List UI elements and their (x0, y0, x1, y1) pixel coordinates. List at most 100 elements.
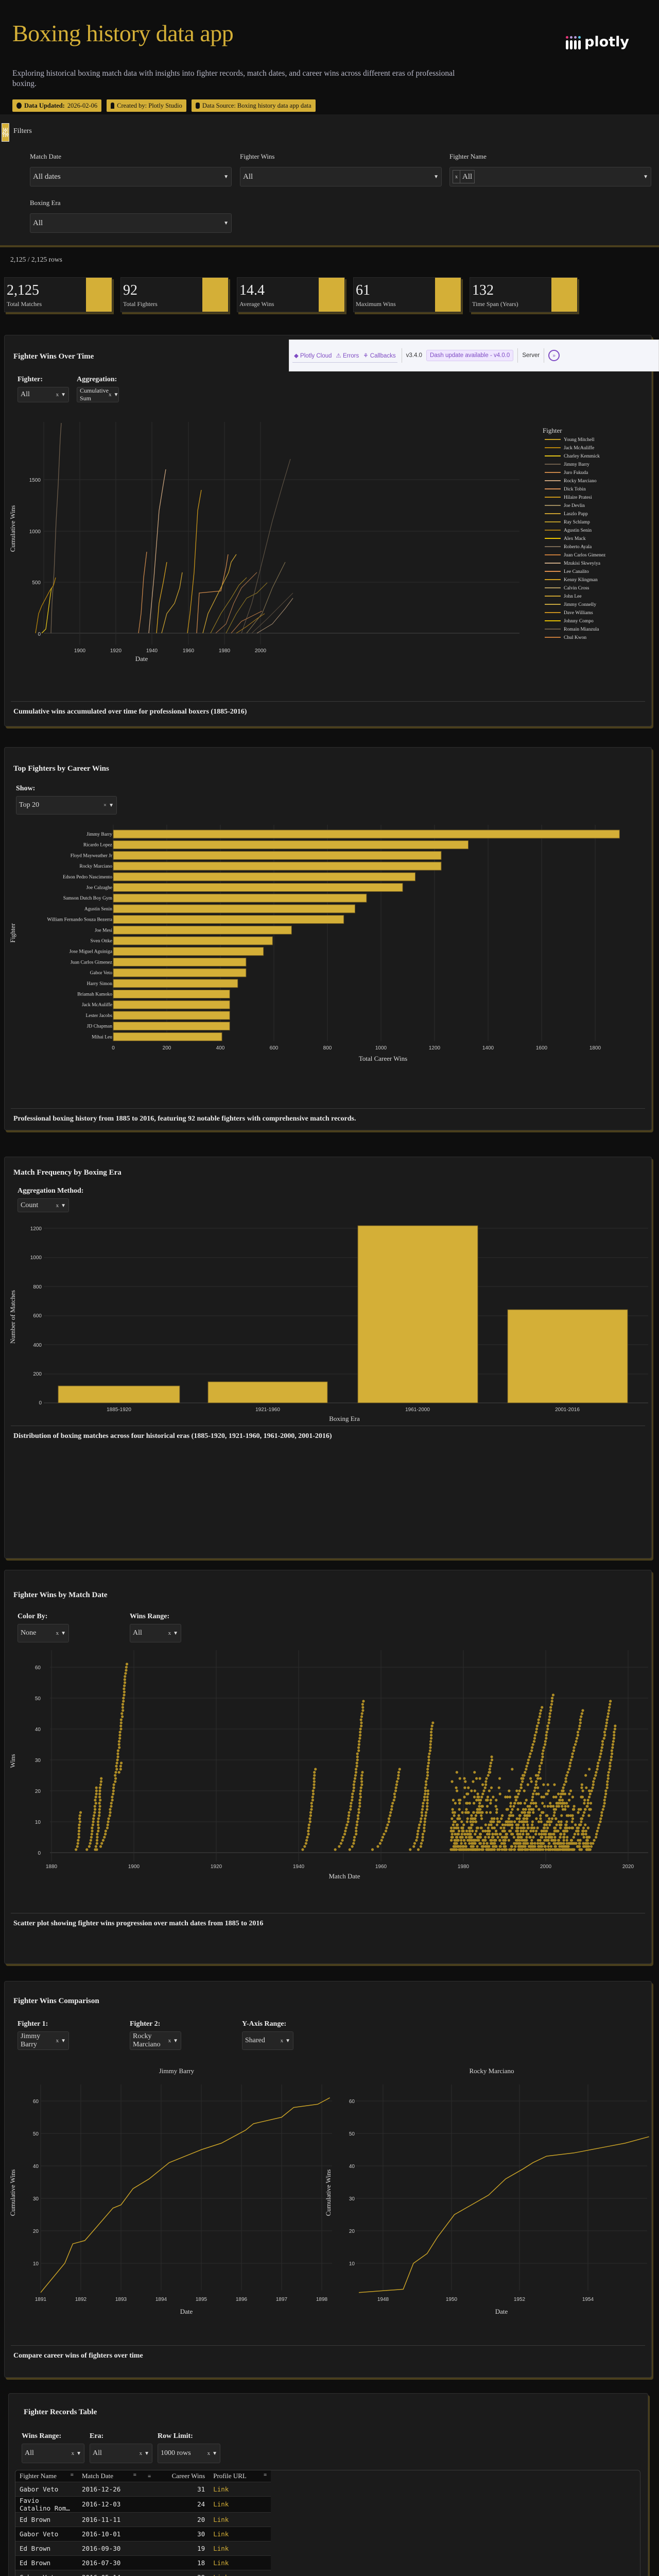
table-row[interactable]: Gabor Veto 2016-10-01 30 Link (15, 2526, 271, 2541)
table-row[interactable]: Ed Brown 2016-09-30 19 Link (15, 2540, 271, 2555)
svg-text:2020: 2020 (622, 1864, 634, 1870)
bar[interactable] (113, 979, 238, 988)
row-limit-select[interactable]: 1000 rows x ▼ (158, 2444, 220, 2463)
clear-icon[interactable]: x (168, 2038, 171, 2044)
cell-fighter-name: Gabor Veto (15, 2481, 78, 2496)
svg-text:Rocky Marciano: Rocky Marciano (79, 864, 112, 869)
profile-link[interactable]: Link (209, 2512, 271, 2527)
plotly-cloud-button[interactable]: ◆ Plotly Cloud (294, 352, 332, 359)
col-fighter-name[interactable]: Fighter Name ≡ (15, 2470, 78, 2482)
clear-icon[interactable]: x (71, 2450, 75, 2456)
clear-icon[interactable]: x (168, 1630, 171, 1636)
records-era-select[interactable]: All x ▼ (90, 2444, 152, 2463)
era-frequency-chart[interactable]: 0 200 400 600 800 1000 1200 1885-1920 1921-1960… (5, 1214, 652, 1507)
bar[interactable] (113, 1000, 230, 1009)
filter-icon[interactable]: ≡ (133, 2471, 136, 2478)
callbacks-button[interactable]: ⚘ Callbacks (363, 352, 396, 359)
col-career-wins[interactable]: Career Wins (155, 2470, 210, 2482)
aggregation-control: Aggregation: Cumulative Sum x ▼ (77, 376, 119, 402)
bar[interactable] (113, 925, 292, 935)
table-row[interactable]: Favio Catalino Rom… 2016-12-03 24 Link (15, 2496, 271, 2512)
svg-text:500: 500 (32, 580, 41, 586)
y-axis-range-select[interactable]: Shared x ▼ (242, 2031, 293, 2050)
bar[interactable] (113, 915, 344, 924)
profile-link[interactable]: Link (209, 2540, 271, 2555)
filter-icon[interactable]: ≡ (148, 2473, 151, 2480)
clear-icon[interactable]: x (56, 1630, 59, 1636)
remove-chip-button[interactable]: x (453, 171, 460, 183)
scatter-chart[interactable]: 0 10 20 30 40 50 60 1880 1900 1920 1940 1960 1980 20… (5, 1640, 652, 1908)
profile-link[interactable]: Link (209, 2496, 271, 2512)
bar[interactable] (113, 1011, 230, 1020)
profile-link[interactable]: Link (209, 2569, 271, 2576)
bar[interactable] (113, 957, 247, 967)
chart-legend[interactable]: Fighter Young Mitchell Jack McAuliffe Ch… (543, 427, 605, 640)
bar[interactable] (113, 947, 264, 956)
match-date-select[interactable]: All dates ▼ (30, 167, 232, 187)
fighter-1-select[interactable]: Jimmy Barry x ▼ (18, 2031, 69, 2050)
records-wins-range-select[interactable]: All x ▼ (22, 2444, 84, 2463)
fighter-wins-select[interactable]: All ▼ (240, 167, 442, 187)
fighter-2-select[interactable]: Rocky Marciano x ▼ (130, 2031, 181, 2050)
col-unnamed[interactable]: ≡ (141, 2470, 155, 2482)
col-match-date[interactable]: Match Date ≡ (78, 2470, 141, 2482)
errors-button[interactable]: ⚠ Errors (336, 352, 359, 359)
profile-link[interactable]: Link (209, 2555, 271, 2570)
clear-icon[interactable]: x (109, 392, 112, 398)
bar[interactable] (113, 968, 247, 977)
svg-text:Mihai Leu: Mihai Leu (92, 1035, 112, 1040)
fighter-select[interactable]: All x ▼ (18, 387, 69, 402)
aggregation-method-select[interactable]: Count x ▼ (18, 1198, 69, 1212)
cell-career-wins: 30 (155, 2526, 210, 2541)
svg-text:1200: 1200 (30, 1226, 42, 1232)
profile-link[interactable]: Link (209, 2481, 271, 2496)
wins-range-select[interactable]: All x ▼ (130, 1624, 181, 1642)
filter-icon[interactable]: ≡ (264, 2471, 267, 2478)
color-by-select[interactable]: None x ▼ (18, 1624, 69, 1642)
caret-down-icon: ▼ (212, 2451, 217, 2456)
clear-icon[interactable]: x (280, 2038, 284, 2044)
bar[interactable] (113, 936, 273, 945)
bar[interactable] (113, 893, 367, 903)
bar[interactable] (113, 990, 230, 998)
clear-icon[interactable]: x (56, 2038, 59, 2044)
svg-text:Mzukisi Skweyiya: Mzukisi Skweyiya (564, 561, 601, 566)
top-fighters-chart[interactable]: Jimmy Barry Ricardo Lopez Floyd Mayweather… (5, 825, 652, 1082)
clear-icon[interactable]: × (103, 802, 107, 808)
filters-toggle-button[interactable] (2, 123, 9, 142)
collapse-devtools-icon[interactable]: » (548, 350, 560, 361)
table-row[interactable]: Ed Brown 2016-11-11 20 Link (15, 2512, 271, 2527)
bar[interactable] (113, 904, 356, 913)
fighter-name-select[interactable]: x All ▼ (449, 167, 651, 187)
fighter-2-control: Fighter 2: Rocky Marciano x ▼ (130, 2020, 181, 2050)
bar[interactable] (113, 829, 620, 839)
bar[interactable] (113, 1032, 222, 1041)
clear-icon[interactable]: x (207, 2450, 211, 2456)
table-row[interactable]: Gabor Veto 2016-12-26 31 Link (15, 2481, 271, 2496)
server-status[interactable]: Server (522, 352, 540, 359)
bar[interactable] (113, 872, 416, 882)
comparison-chart[interactable]: Jimmy Barry Rocky Marciano 102030405060 … (5, 2064, 652, 2321)
bar[interactable] (113, 851, 442, 860)
col-profile-url[interactable]: Profile URL ≡ (209, 2470, 271, 2482)
bar[interactable] (113, 883, 403, 892)
boxing-era-select[interactable]: All ▼ (30, 213, 232, 233)
svg-text:Chul Kwon: Chul Kwon (564, 635, 586, 640)
clear-icon[interactable]: x (56, 1202, 59, 1209)
wins-over-time-chart[interactable]: 0 500 1000 1500 1900 1920 1940 1960 1980 2000 Da… (5, 408, 652, 665)
dash-update-badge[interactable]: Dash update available - v4.0.0 (426, 350, 514, 361)
match-date-filter: Match Date All dates ▼ (30, 152, 232, 187)
table-row[interactable]: Ed Brown 2016-07-30 18 Link (15, 2555, 271, 2570)
profile-link[interactable]: Link (209, 2526, 271, 2541)
aggregation-select[interactable]: Cumulative Sum x ▼ (77, 387, 119, 402)
bar[interactable] (113, 1022, 230, 1031)
clear-icon[interactable]: x (139, 2450, 143, 2456)
clear-icon[interactable]: x (56, 392, 59, 398)
era-frequency-card: Match Frequency by Boxing Era Aggregatio… (4, 1157, 652, 1558)
bar[interactable] (113, 840, 469, 850)
filter-icon[interactable]: ≡ (70, 2471, 74, 2478)
bar[interactable] (113, 861, 442, 871)
svg-text:40: 40 (33, 2164, 39, 2170)
show-select[interactable]: Top 20 × ▼ (16, 796, 117, 815)
